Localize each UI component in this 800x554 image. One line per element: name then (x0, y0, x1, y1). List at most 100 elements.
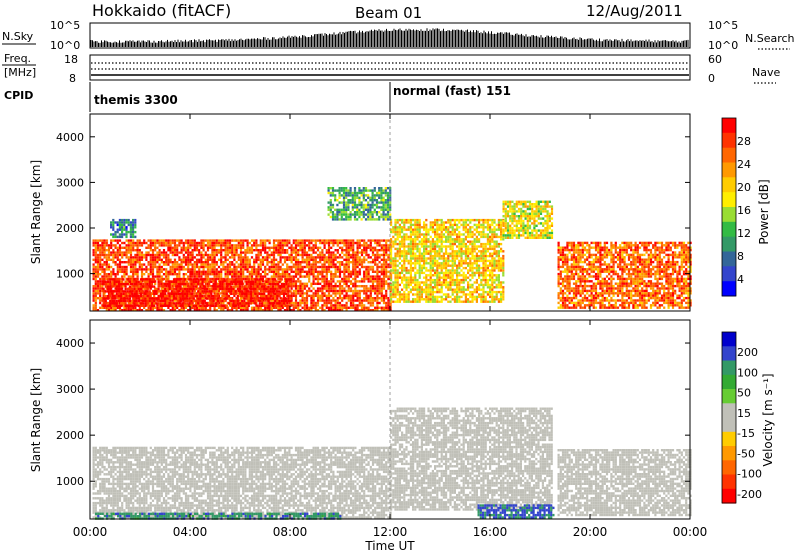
heat-cell (154, 258, 157, 261)
heat-cell (416, 247, 419, 251)
heat-cell (226, 251, 229, 254)
heat-cell (299, 273, 302, 276)
heat-cell (125, 256, 128, 259)
heat-cell (429, 262, 432, 265)
heat-cell (365, 299, 368, 302)
heat-cell (365, 292, 368, 295)
heat-cell (280, 283, 283, 286)
heat-cell (396, 230, 399, 234)
heat-cell (365, 251, 368, 254)
heat-cell (125, 244, 128, 247)
heat-cell (124, 292, 127, 295)
heat-cell (360, 258, 364, 261)
heat-cell (425, 245, 428, 248)
heat-cell (283, 280, 287, 283)
heat-cell (354, 289, 357, 293)
heat-cell (150, 302, 154, 305)
heat-cell (358, 301, 361, 305)
heat-cell (198, 265, 201, 269)
heat-cell (371, 299, 375, 302)
heat-cell (286, 265, 289, 269)
heat-cell (416, 283, 419, 287)
heat-cell (180, 241, 183, 245)
heat-cell (194, 295, 198, 298)
heat-cell (216, 292, 220, 295)
heat-cell (169, 246, 172, 249)
heat-cell (252, 285, 255, 288)
heat-cell (149, 306, 152, 309)
heat-cell (133, 283, 136, 286)
heat-cell (205, 302, 209, 305)
heat-cell (178, 270, 181, 273)
heat-cell (235, 253, 238, 257)
heat-cell (425, 235, 428, 239)
heat-cell (396, 274, 399, 277)
heat-cell (244, 239, 247, 242)
heat-cell (190, 283, 193, 286)
heat-cell (129, 244, 133, 247)
heat-cell (246, 244, 249, 247)
heat-cell (403, 223, 406, 227)
heat-cell (394, 271, 397, 275)
heat-cell (145, 256, 148, 259)
heat-cell (235, 306, 238, 309)
freq-label-2: [MHz] (4, 66, 36, 79)
heat-cell (349, 287, 353, 290)
heat-cell (187, 244, 190, 247)
heat-cell (213, 244, 216, 247)
heat-cell (418, 250, 421, 253)
heat-cell (387, 265, 390, 269)
heat-cell (409, 233, 412, 236)
heat-cell (133, 304, 136, 307)
heat-cell (316, 309, 320, 312)
heat-cell (418, 262, 421, 265)
heat-cell (158, 268, 161, 271)
heat-cell (190, 302, 193, 305)
heat-cell (148, 283, 151, 286)
heat-cell (336, 275, 339, 278)
heat-cell (352, 304, 355, 307)
heat-cell (409, 240, 412, 243)
heat-cell (200, 241, 203, 245)
heat-cell (314, 261, 317, 264)
heat-cell (418, 235, 421, 239)
heat-cell (385, 239, 388, 242)
heat-cell (336, 306, 339, 309)
heat-cell (197, 302, 200, 305)
heat-cell (257, 299, 260, 302)
heat-cell (299, 292, 302, 295)
heat-cell (369, 287, 372, 290)
heat-cell (356, 289, 359, 293)
heat-cell (376, 249, 379, 252)
heat-cell (294, 304, 298, 307)
heat-cell (92, 309, 95, 312)
heat-cell (169, 251, 172, 254)
heat-cell (303, 253, 306, 257)
heat-cell (278, 290, 281, 293)
heat-cell (242, 241, 245, 245)
heat-cell (297, 304, 300, 307)
heat-cell (376, 289, 379, 293)
heat-cell (341, 289, 344, 293)
heat-cell (425, 238, 428, 241)
heat-cell (338, 265, 342, 269)
heat-cell (156, 239, 159, 242)
heat-cell (354, 241, 357, 245)
heat-cell (230, 278, 233, 281)
heat-cell (134, 265, 137, 269)
heat-cell (181, 283, 184, 286)
heat-cell (323, 241, 326, 245)
heat-cell (257, 258, 260, 261)
heat-cell (358, 309, 361, 312)
heat-cell (96, 258, 100, 261)
heat-cell (250, 306, 254, 309)
heat-cell (374, 246, 377, 249)
heat-cell (303, 306, 306, 309)
heat-cell (347, 251, 350, 254)
heat-cell (101, 244, 104, 247)
heat-cell (188, 299, 191, 303)
heat-cell (233, 270, 236, 273)
heat-cell (378, 282, 381, 285)
heat-cell (363, 287, 366, 290)
heat-cell (264, 241, 267, 245)
